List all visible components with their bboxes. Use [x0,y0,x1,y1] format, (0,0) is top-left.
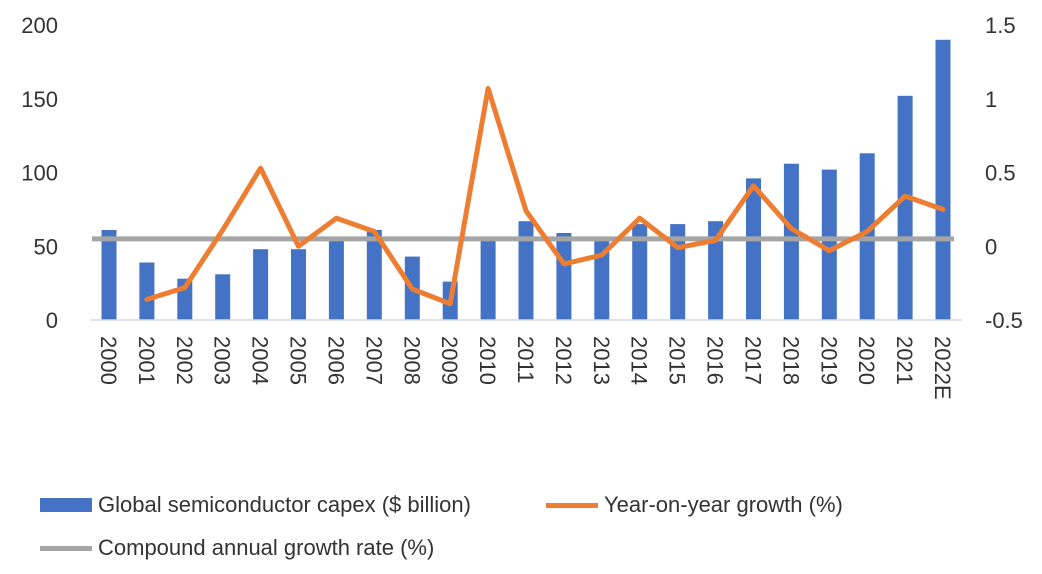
bar-2000 [101,230,117,320]
bar-2006 [328,238,344,320]
bar-2021 [897,95,913,320]
left-tick-label: 100 [21,161,58,186]
x-tick-label: 2012 [551,336,576,385]
x-tick-label: 2003 [210,336,235,385]
bar-2018 [783,163,799,320]
left-tick-label: 200 [21,13,58,38]
x-tick-label: 2021 [892,336,917,385]
x-tick-label: 2001 [134,336,159,385]
x-tick-label: 2000 [96,336,121,385]
x-tick-label: 2006 [323,336,348,385]
bar-series [101,39,951,321]
bar-2013 [594,240,610,320]
x-tick-label: 2004 [248,336,273,385]
left-axis-ticks: 0 50 100 150 200 [21,13,58,333]
right-tick-label: 0.5 [985,161,1016,186]
x-tick-label: 2019 [816,336,841,385]
left-tick-label: 0 [46,308,58,333]
yoy-line [144,85,946,307]
bar-2011 [518,221,534,320]
x-tick-label: 2011 [513,336,538,383]
bar-2001 [139,262,155,320]
x-tick-label: 2017 [741,336,766,385]
x-tick-label: 2018 [778,336,803,385]
x-tick-label: 2022E [930,336,955,400]
x-tick-label: 2014 [627,336,652,385]
right-axis-ticks: -0.5 0 0.5 1 1.5 [985,13,1023,333]
left-tick-label: 150 [21,87,58,112]
x-tick-label: 2016 [703,336,728,385]
x-axis-ticks: 2000 2001 2002 2003 2004 2005 2006 2007 2008 2009… [96,336,955,400]
bar-2007 [366,230,382,320]
bar-2005 [291,249,306,320]
yoy-series [144,85,946,307]
left-tick-label: 50 [34,234,58,259]
right-tick-label: 1.5 [985,13,1016,38]
bar-2022E [935,39,951,321]
bar-2016 [708,221,724,320]
x-tick-label: 2002 [172,336,197,385]
x-tick-label: 2015 [665,336,690,385]
bar-2003 [215,274,231,320]
x-tick-label: 2020 [854,336,879,385]
bar-2012 [556,233,572,320]
bar-2010 [480,240,496,320]
x-tick-label: 2007 [361,336,386,385]
x-tick-label: 2005 [286,336,311,385]
right-tick-label: 1 [985,87,997,112]
x-tick-label: 2013 [589,336,614,385]
x-tick-label: 2010 [475,336,500,385]
bar-2017 [746,178,761,320]
right-tick-label: 0 [985,234,997,259]
bar-2019 [821,169,837,320]
bar-2004 [253,249,269,320]
x-tick-label: 2008 [399,336,424,385]
bar-2014 [632,224,648,320]
x-tick-label: 2009 [437,336,462,385]
right-tick-label: -0.5 [985,308,1023,333]
